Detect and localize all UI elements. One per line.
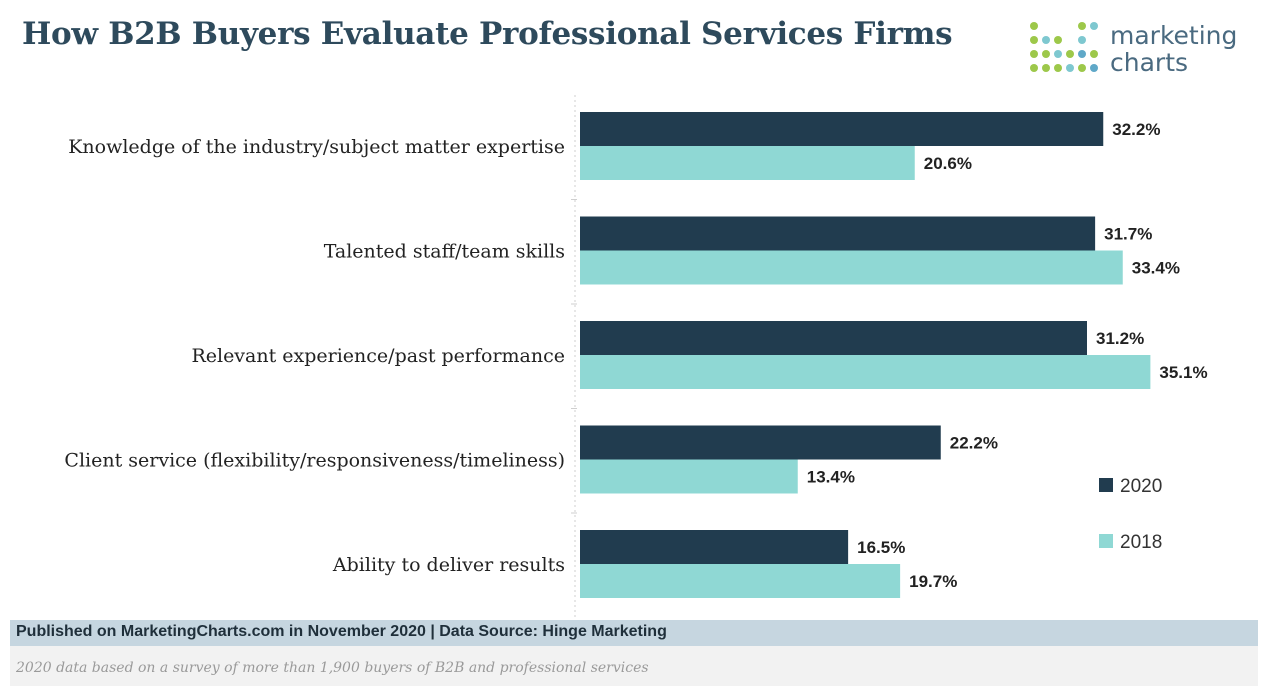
footer-source-bar: Published on MarketingCharts.com in Nove… [10,620,1258,646]
bar-2018 [580,146,915,180]
logo-dot [1054,36,1062,44]
legend-swatch-2018 [1099,534,1113,548]
logo-text-line1: marketing [1110,21,1238,50]
logo-dot [1066,64,1074,72]
data-label-2020: 16.5% [857,538,905,557]
data-label-2018: 19.7% [909,572,957,591]
chart-title: How B2B Buyers Evaluate Professional Ser… [22,16,953,52]
logo-dot [1030,36,1038,44]
logo-dot [1042,64,1050,72]
logo-dot [1066,50,1074,58]
footer-published-text: Published on MarketingCharts.com in Nove… [16,623,667,640]
logo-dot [1078,64,1086,72]
footer-note-text: 2020 data based on a survey of more than… [16,660,649,676]
category-label: Knowledge of the industry/subject matter… [68,136,565,158]
data-label-2018: 33.4% [1132,259,1180,278]
logo-dot [1090,64,1098,72]
bar-2018 [580,564,901,598]
legend-swatch-2020 [1099,478,1113,492]
logo-dot [1078,36,1086,44]
data-label-2020: 32.2% [1112,120,1160,139]
bar-2018 [580,250,1123,285]
legend-label-2018: 2018 [1120,532,1162,553]
category-label: Client service (flexibility/responsivene… [64,450,565,472]
bar-chart: Knowledge of the industry/subject matter… [64,95,1208,620]
data-label-2020: 31.2% [1096,329,1144,348]
data-label-2018: 20.6% [924,154,972,173]
logo-text: marketing charts [1110,22,1237,76]
logo-dot [1078,22,1086,30]
logo-dot [1090,22,1098,30]
logo-dot [1030,64,1038,72]
bar-2018 [580,459,798,494]
bar-2020 [580,216,1096,251]
logo-dot [1090,50,1098,58]
marketingcharts-logo: marketing charts [1028,20,1258,80]
logo-dot [1042,36,1050,44]
data-label-2020: 31.7% [1104,225,1152,244]
logo-dot [1030,22,1038,30]
category-label: Ability to deliver results [332,554,565,576]
logo-dot [1078,50,1086,58]
bar-2018 [580,355,1151,389]
legend-label-2020: 2020 [1120,476,1162,497]
logo-dot [1030,50,1038,58]
logo-text-line2: charts [1110,48,1189,77]
bar-2020 [580,530,849,564]
bar-2020 [580,425,941,460]
logo-dot [1042,50,1050,58]
logo-dot [1054,64,1062,72]
bar-2020 [580,321,1087,355]
category-label: Talented staff/team skills [324,241,565,263]
data-label-2018: 13.4% [807,468,855,487]
footer-note-area: 2020 data based on a survey of more than… [10,646,1258,686]
category-label: Relevant experience/past performance [191,345,565,367]
data-label-2018: 35.1% [1159,363,1207,382]
logo-dot [1054,50,1062,58]
data-label-2020: 22.2% [950,434,998,453]
logo-dots-icon [1030,22,1098,72]
bar-2020 [580,112,1104,146]
